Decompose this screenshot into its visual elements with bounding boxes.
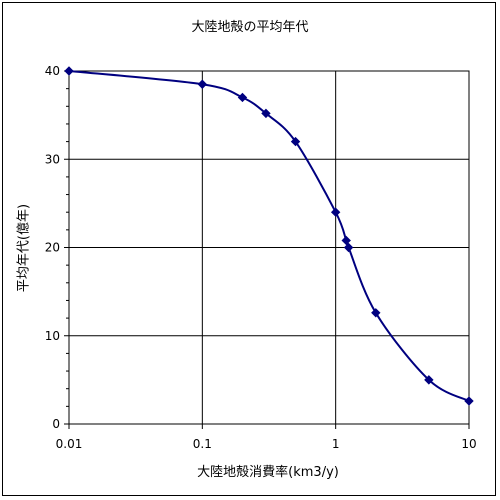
y-tick-label: 20 [45,241,60,255]
x-tick-label: 0.01 [56,437,83,451]
x-tick-label: 10 [461,437,476,451]
data-point [261,108,271,119]
data-point [464,396,474,406]
chart-title: 大陸地殻の平均年代 [191,20,309,35]
data-point [343,242,354,253]
y-tick-label: 10 [45,329,60,343]
x-tick-label: 1 [332,437,340,451]
y-tick-label: 0 [52,417,60,431]
data-point [290,136,301,147]
x-axis-label: 大陸地殻消費率(km3/y) [197,465,339,480]
data-point [341,235,351,246]
data-point [64,66,74,76]
y-tick-label: 30 [45,152,60,166]
data-point [330,207,341,217]
data-point [371,308,381,318]
x-tick-label: 0.1 [193,437,212,451]
y-tick-label: 40 [45,64,60,78]
data-point [424,375,434,385]
data-point [197,79,208,89]
data-point [237,92,248,103]
